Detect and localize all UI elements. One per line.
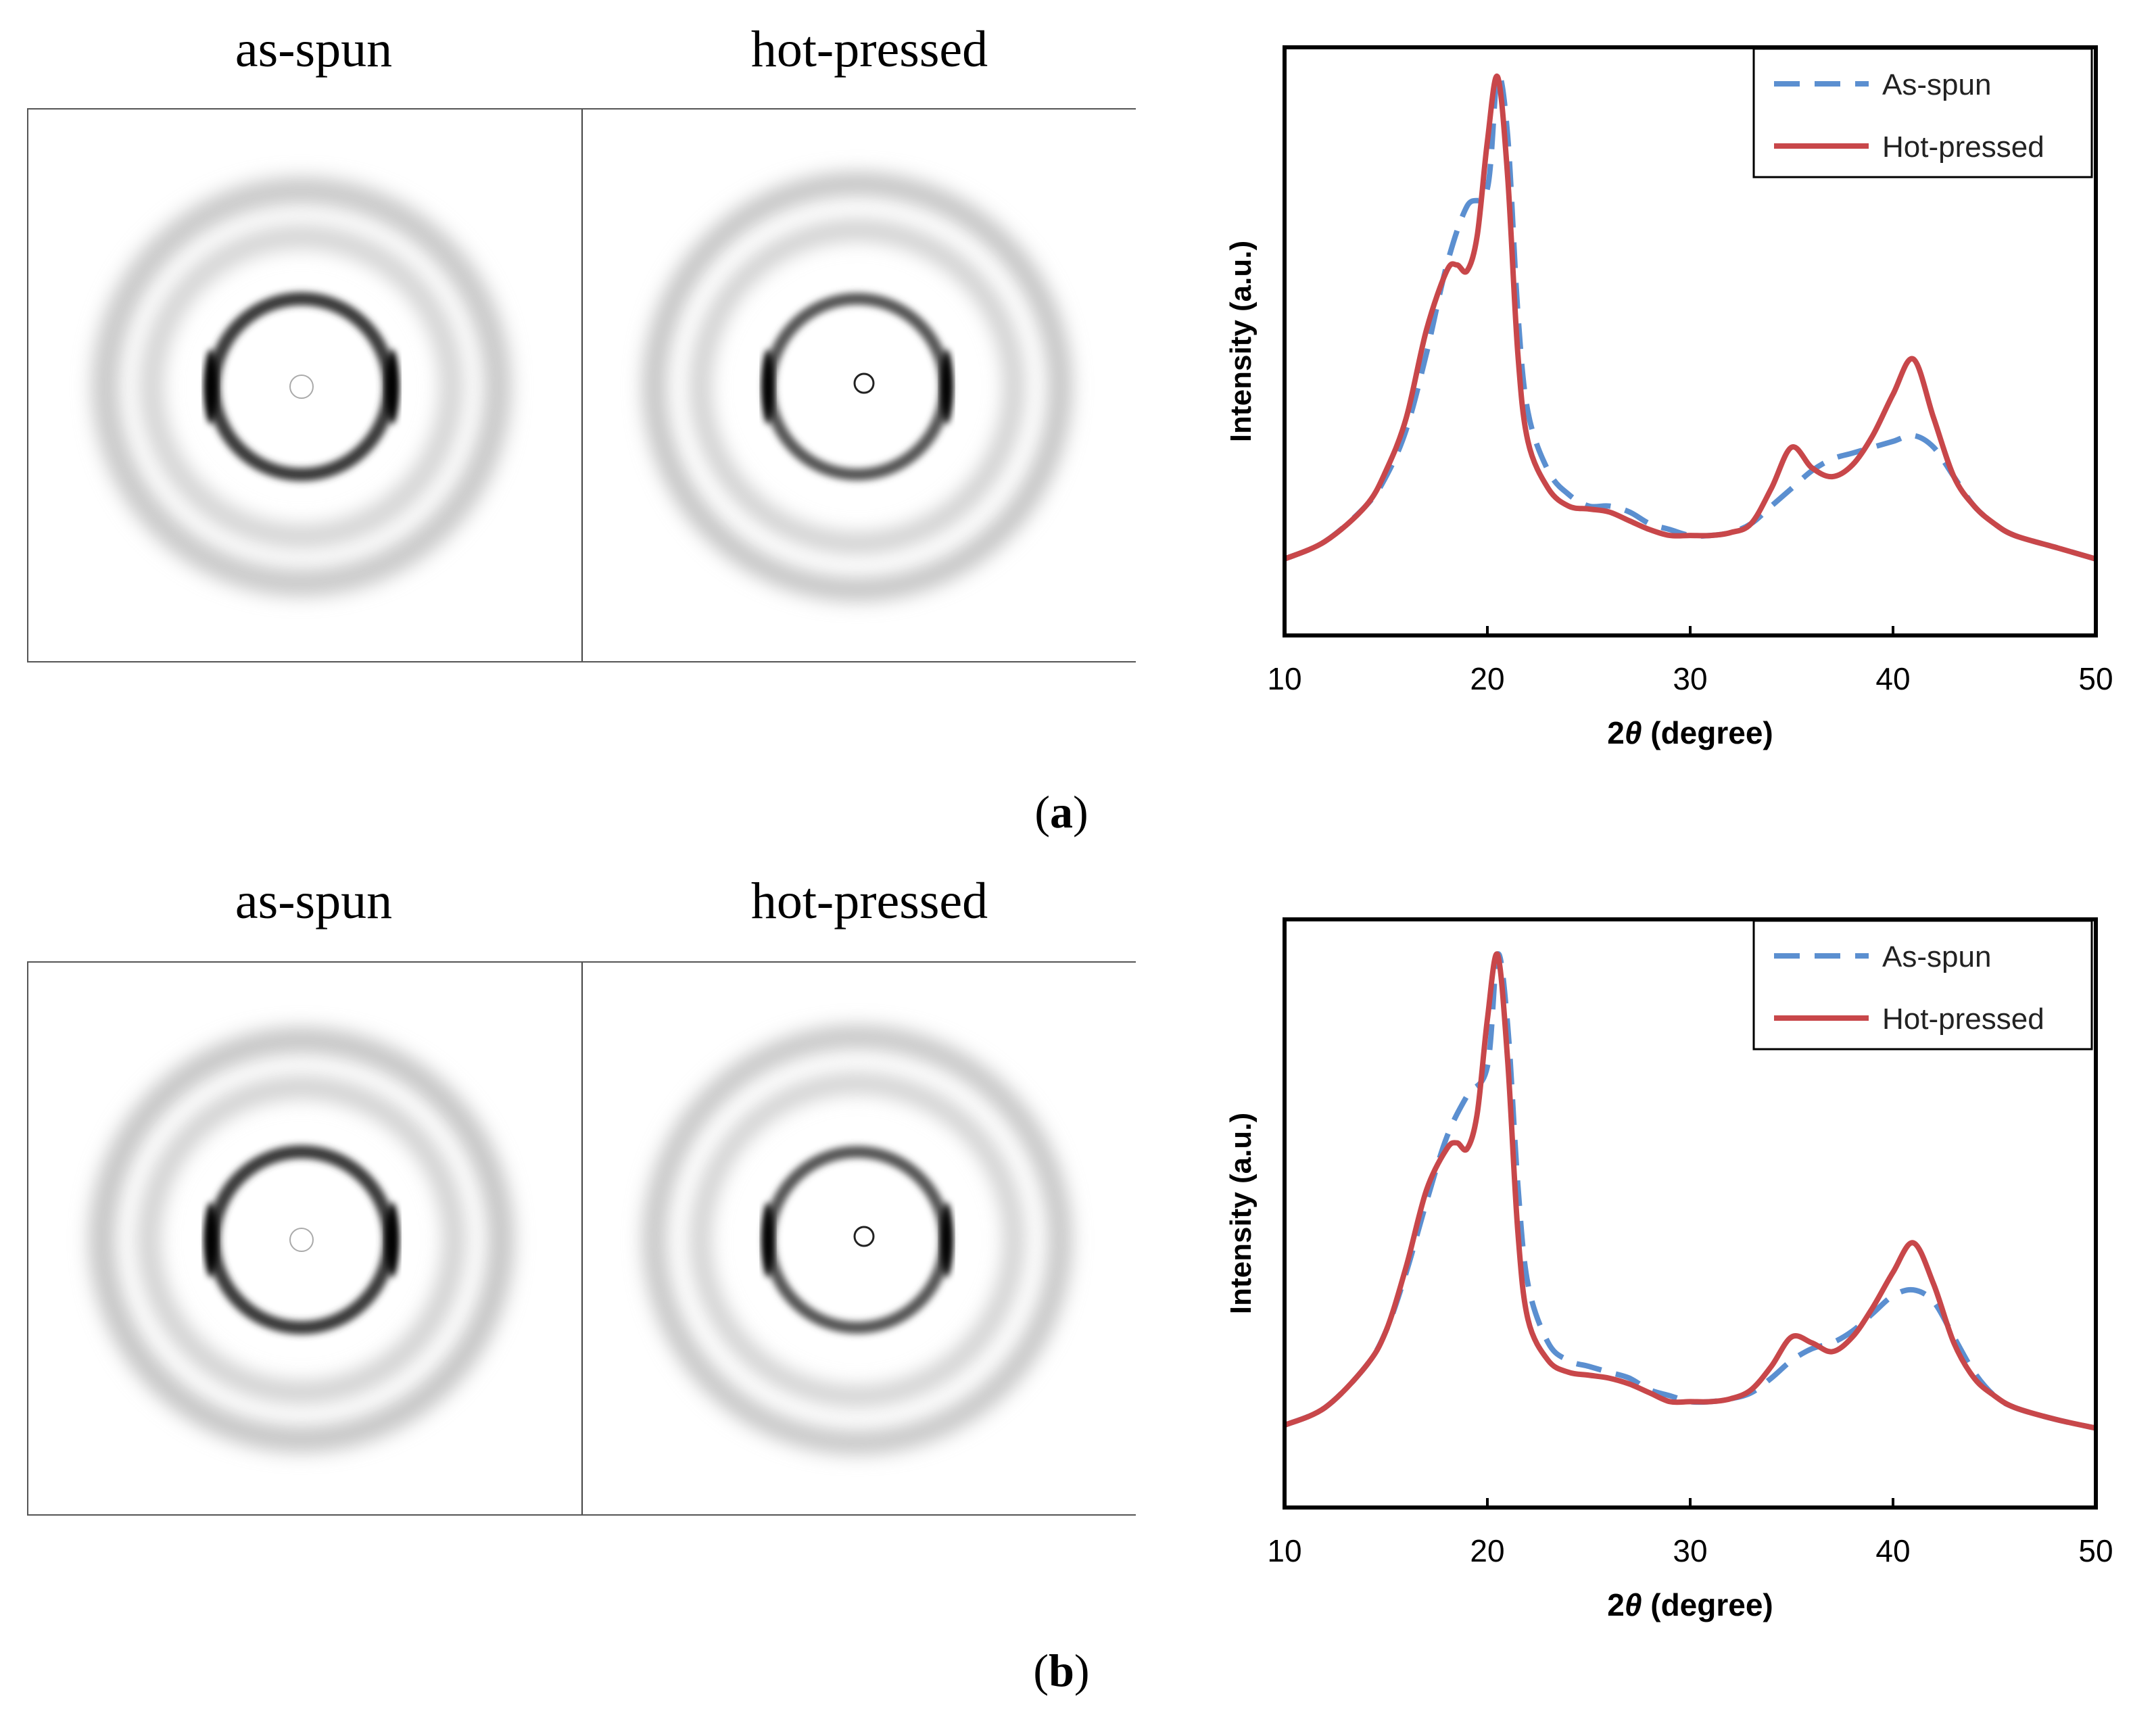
hot-pressed-image-label: hot-pressed — [750, 873, 988, 930]
as-spun-diffraction-pattern — [28, 963, 581, 1514]
x-tick-label: 40 — [1875, 1533, 1910, 1568]
xrd-chart-b: 10 20 30 40 50 2θ (degree) Intensity (a.u.) As-… — [1224, 917, 2113, 1622]
x-tick-label: 20 — [1470, 661, 1504, 696]
diffraction-pattern-frame — [27, 108, 1136, 662]
as-spun-image-label: as-spun — [235, 21, 393, 78]
subfigure-label-a: (a) — [1034, 786, 1088, 838]
x-axis-label: 2θ (degree) — [1607, 1587, 1773, 1622]
x-tick-label: 10 — [1267, 1533, 1301, 1568]
x-tick-label: 50 — [2078, 661, 2113, 696]
x-tick-label: 10 — [1267, 661, 1301, 696]
hot-pressed-image-label: hot-pressed — [750, 21, 988, 78]
legend-box — [1752, 47, 2093, 178]
panel-a: as-spun hot-pressed (a) 10 20 30 — [0, 0, 2131, 859]
y-axis-label: Intensity (a.u.) — [1224, 241, 1258, 442]
x-axis-label-theta: θ — [1625, 715, 1642, 750]
xrd-chart-a: 10 20 30 40 50 2θ (degree) Intensity (a.u.) As-… — [1224, 45, 2113, 750]
y-axis-label: Intensity (a.u.) — [1224, 1113, 1258, 1314]
hot-pressed-series-line — [1283, 73, 2097, 562]
x-tick-label: 30 — [1673, 661, 1707, 696]
panel-b: as-spun hot-pressed (b) 10 20 30 — [0, 859, 2131, 1717]
pattern-divider — [581, 963, 583, 1514]
hot-pressed-diffraction-pattern — [583, 963, 1136, 1514]
as-spun-series-line — [1283, 72, 2097, 562]
legend-label: Hot-pressed — [1882, 1003, 2044, 1036]
x-tick-label: 40 — [1875, 661, 1910, 696]
legend-label: Hot-pressed — [1882, 130, 2044, 164]
x-axis-label-prefix: 2 — [1607, 715, 1625, 750]
legend-label: As-spun — [1882, 940, 1991, 973]
x-axis-label: 2θ (degree) — [1607, 715, 1773, 750]
x-tick-label: 50 — [2078, 1533, 2113, 1568]
x-tick-label: 30 — [1673, 1533, 1707, 1568]
legend-label: As-spun — [1882, 68, 1991, 101]
subfigure-label-b: (b) — [1033, 1645, 1090, 1696]
x-axis-label-theta: θ — [1625, 1587, 1642, 1622]
hot-pressed-diffraction-pattern — [583, 110, 1136, 661]
x-tick-label: 20 — [1470, 1533, 1504, 1568]
as-spun-image-label: as-spun — [235, 873, 393, 930]
hot-pressed-series-line — [1283, 951, 2097, 1431]
x-axis-label-unit: (degree) — [1642, 1587, 1773, 1622]
as-spun-series-line — [1283, 951, 2097, 1431]
as-spun-diffraction-pattern — [28, 110, 581, 661]
legend-box — [1752, 919, 2093, 1051]
x-axis-label-prefix: 2 — [1607, 1587, 1625, 1622]
pattern-divider — [581, 110, 583, 661]
x-axis-label-unit: (degree) — [1642, 715, 1773, 750]
diffraction-pattern-frame — [27, 961, 1136, 1516]
